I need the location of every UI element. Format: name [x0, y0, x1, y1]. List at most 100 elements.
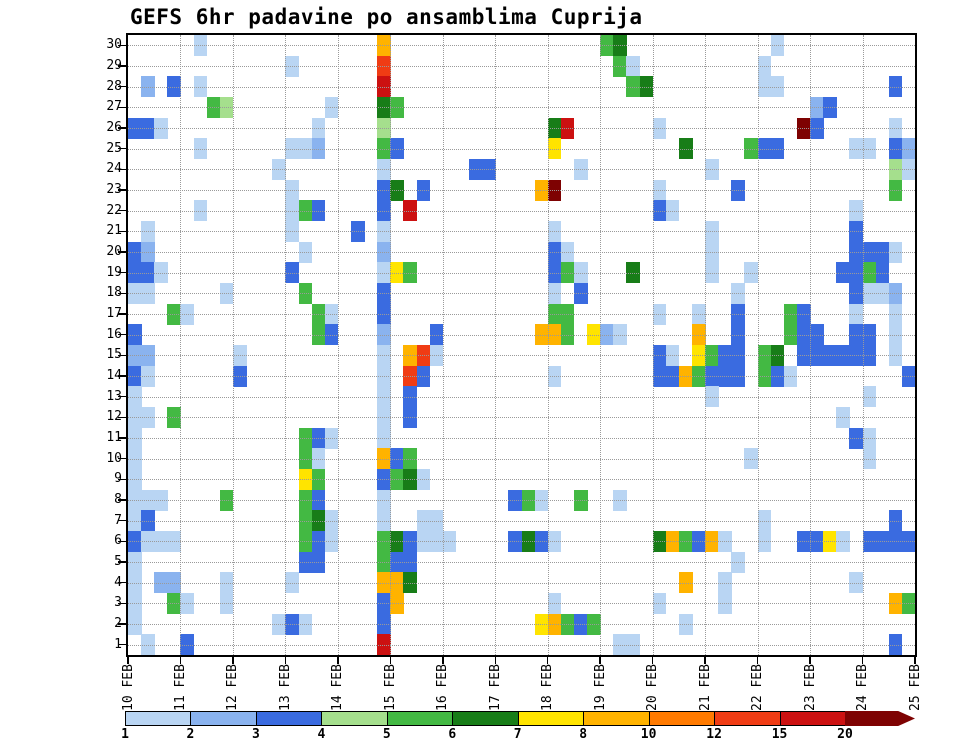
x-tick-label: 24 FEB — [855, 664, 871, 711]
gridline-h — [128, 417, 915, 419]
gridline-h — [128, 438, 915, 439]
gridline-h — [128, 520, 915, 522]
y-tick — [118, 333, 126, 336]
y-tick — [118, 581, 126, 584]
gridline-h — [128, 376, 915, 377]
colorbar-segment — [452, 711, 519, 726]
x-tick-label: 23 FEB — [802, 664, 818, 711]
y-tick — [118, 251, 126, 253]
y-tick-label: 19 — [106, 264, 122, 280]
x-tick — [127, 657, 129, 664]
y-tick-label: 17 — [106, 306, 122, 321]
y-tick — [118, 127, 126, 129]
y-tick — [118, 375, 126, 377]
colorbar-segment — [779, 711, 846, 726]
y-tick-label: 20 — [106, 244, 122, 259]
x-tick-label: 17 FEB — [487, 664, 503, 711]
gridline-h — [128, 252, 915, 253]
y-tick-label: 28 — [106, 78, 122, 94]
colorbar-segment — [517, 711, 585, 726]
x-tick-label: 19 FEB — [592, 664, 608, 711]
y-tick — [118, 457, 126, 460]
y-tick — [118, 65, 126, 67]
y-tick — [118, 271, 126, 274]
x-tick — [284, 657, 287, 664]
x-tick — [546, 657, 549, 664]
x-tick-label: 20 FEB — [645, 664, 661, 711]
x-tick — [389, 657, 392, 664]
y-tick-label: 11 — [106, 430, 122, 445]
y-tick-label: 26 — [106, 120, 122, 135]
y-tick-label: 16 — [106, 326, 122, 342]
y-tick — [118, 189, 126, 191]
gridline-v — [757, 35, 759, 655]
colorbar-label: 3 — [251, 727, 260, 742]
colorbar-label: 2 — [186, 727, 195, 742]
colorbar-arrow — [845, 711, 915, 726]
y-tick-label: 24 — [106, 161, 122, 177]
gridline-v — [600, 35, 602, 655]
y-tick-label: 27 — [106, 99, 122, 115]
x-tick-label: 11 FEB — [172, 664, 188, 711]
colorbar-segment — [583, 711, 650, 726]
colorbar-label: 6 — [448, 727, 457, 742]
gridline-v — [810, 35, 812, 655]
y-tick-label: 10 — [106, 450, 122, 466]
y-tick-label: 25 — [106, 140, 122, 156]
y-tick-label: 21 — [106, 223, 122, 239]
gridline-h — [128, 272, 915, 274]
gridline-h — [128, 169, 915, 171]
y-tick-label: 29 — [106, 58, 122, 73]
x-tick — [179, 657, 182, 664]
gridline-h — [128, 190, 915, 191]
x-tick — [337, 657, 339, 664]
x-tick-label: 18 FEB — [540, 664, 556, 711]
gridline-v — [285, 35, 287, 655]
colorbar-label: 5 — [382, 727, 391, 742]
colorbar-label: 1 — [121, 727, 129, 742]
colorbar-label: 8 — [579, 727, 588, 742]
gridline-h — [128, 355, 915, 357]
y-tick — [118, 643, 126, 646]
x-tick — [599, 657, 601, 664]
y-tick — [118, 209, 126, 212]
x-tick-label: 13 FEB — [277, 664, 293, 711]
colorbar-segment — [125, 711, 192, 726]
gridline-h — [128, 334, 915, 336]
gridline-v — [180, 35, 182, 655]
y-tick-label: 13 — [106, 388, 122, 404]
colorbar-label: 4 — [317, 727, 326, 742]
gridline-v — [705, 35, 707, 655]
gridline-h — [128, 107, 915, 109]
colorbar-label: 15 — [771, 727, 788, 742]
colorbar-label: 12 — [706, 727, 722, 742]
x-tick — [494, 657, 497, 664]
gridline-h — [128, 45, 915, 47]
gridline-v — [495, 35, 497, 655]
gridline-v — [390, 35, 392, 655]
x-tick — [651, 657, 654, 664]
colorbar-segment — [321, 711, 388, 726]
x-tick-label: 25 FEB — [907, 664, 923, 711]
y-tick — [118, 499, 126, 501]
gridline-v — [442, 35, 444, 655]
y-tick — [118, 540, 126, 543]
x-tick-label: 15 FEB — [382, 664, 398, 711]
colorbar-label: 10 — [640, 727, 657, 742]
x-tick-label: 14 FEB — [330, 664, 346, 711]
gridline-h — [128, 148, 915, 150]
x-tick-label: 22 FEB — [750, 664, 766, 711]
y-tick — [118, 85, 126, 88]
x-tick — [704, 657, 706, 664]
y-tick-label: 18 — [106, 285, 122, 301]
gridline-h — [128, 128, 915, 129]
gridline-v — [862, 35, 864, 655]
y-tick — [118, 478, 126, 481]
colorbar-segment — [190, 711, 257, 726]
y-tick — [118, 395, 126, 398]
gridline-h — [128, 644, 915, 646]
gridline-h — [128, 314, 915, 315]
gridline-h — [128, 624, 915, 625]
y-tick-label: 12 — [106, 409, 122, 425]
